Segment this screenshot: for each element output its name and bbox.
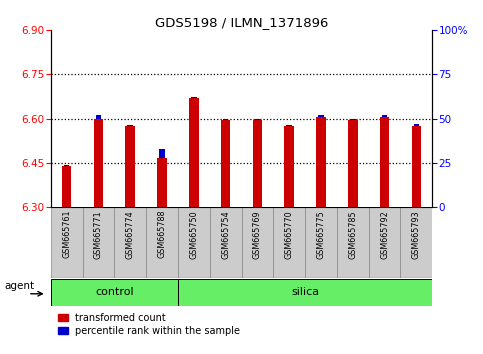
Title: GDS5198 / ILMN_1371896: GDS5198 / ILMN_1371896 (155, 16, 328, 29)
Bar (221, 120, 230, 207)
Text: GSM665750: GSM665750 (189, 210, 199, 258)
Text: GSM665774: GSM665774 (126, 210, 135, 258)
Bar (380, 117, 389, 207)
Bar (286, 125, 292, 126)
Bar (210, 207, 242, 278)
Bar (83, 207, 114, 278)
Bar (350, 119, 355, 120)
Text: GSM665788: GSM665788 (157, 210, 167, 258)
Text: GSM665793: GSM665793 (412, 210, 421, 258)
Text: GSM665775: GSM665775 (316, 210, 326, 259)
Bar (242, 207, 273, 278)
Bar (64, 165, 70, 166)
Bar (157, 159, 167, 207)
Text: control: control (95, 287, 134, 297)
Bar (253, 120, 262, 207)
Text: GSM665761: GSM665761 (62, 210, 71, 258)
Bar (62, 166, 71, 207)
Legend: transformed count, percentile rank within the sample: transformed count, percentile rank withi… (58, 313, 241, 336)
Text: GSM665770: GSM665770 (284, 210, 294, 258)
Bar (159, 149, 165, 158)
Bar (189, 98, 199, 207)
Text: GSM665792: GSM665792 (380, 210, 389, 259)
Text: GSM665785: GSM665785 (348, 210, 357, 258)
Bar (51, 207, 83, 278)
Bar (126, 126, 135, 207)
Bar (318, 115, 324, 117)
Bar (255, 119, 260, 120)
Bar (178, 279, 432, 306)
Text: GSM665771: GSM665771 (94, 210, 103, 258)
Bar (348, 120, 357, 207)
Bar (412, 126, 421, 207)
Bar (94, 119, 103, 207)
Bar (178, 207, 210, 278)
Bar (114, 207, 146, 278)
Bar (305, 207, 337, 278)
Bar (273, 207, 305, 278)
Bar (191, 97, 197, 98)
Bar (96, 115, 101, 119)
Bar (223, 119, 228, 120)
Bar (337, 207, 369, 278)
Text: GSM665769: GSM665769 (253, 210, 262, 258)
Bar (382, 115, 387, 117)
Text: GSM665754: GSM665754 (221, 210, 230, 258)
Bar (369, 207, 400, 278)
Bar (284, 126, 294, 207)
Bar (413, 124, 419, 126)
Bar (146, 207, 178, 278)
Bar (128, 125, 133, 126)
Bar (316, 117, 326, 207)
Bar (400, 207, 432, 278)
Bar (51, 279, 178, 306)
Text: silica: silica (291, 287, 319, 297)
Text: agent: agent (4, 281, 34, 291)
